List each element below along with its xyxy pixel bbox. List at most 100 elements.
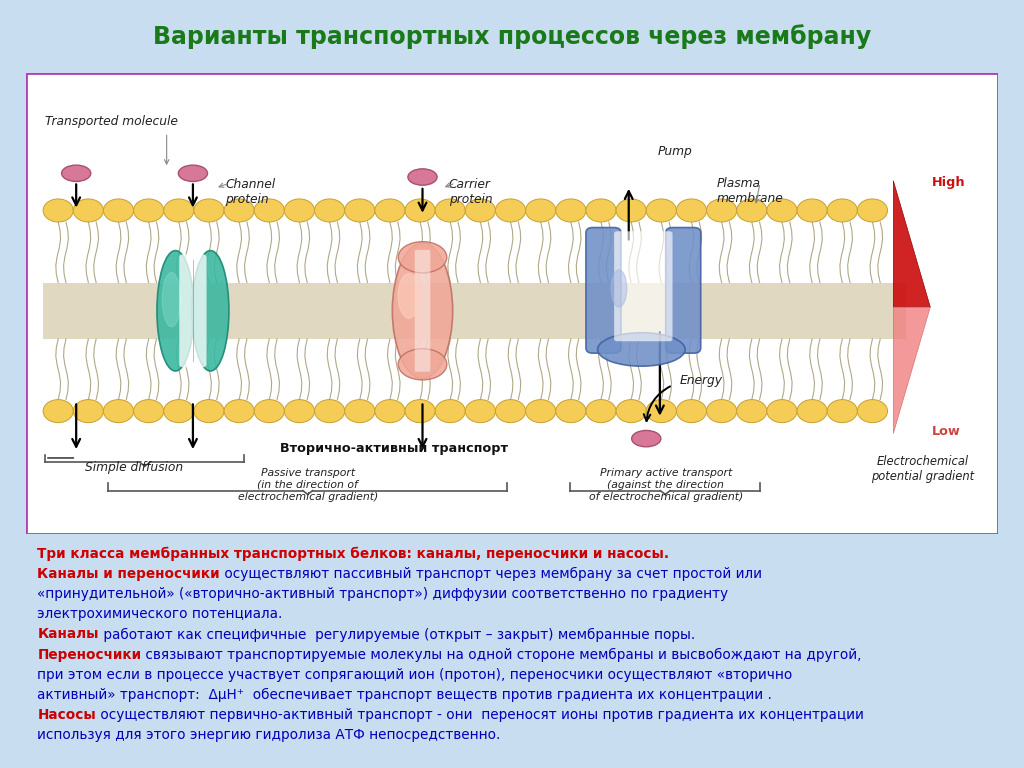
Ellipse shape [392,243,453,379]
Text: осуществляют первично-активный транспорт - они  переносят ионы против градиента : осуществляют первично-активный транспорт… [96,708,864,722]
Text: Plasma
membrane: Plasma membrane [717,177,783,205]
Circle shape [103,399,133,422]
FancyBboxPatch shape [26,73,998,534]
Text: электрохимического потенциала.: электрохимического потенциала. [37,607,283,621]
Text: Каналы и переносчики: Каналы и переносчики [37,567,220,581]
Circle shape [345,199,375,222]
Text: High: High [932,177,966,190]
Circle shape [857,399,888,422]
Text: Pump: Pump [658,144,692,157]
Text: Low: Low [932,425,961,438]
FancyBboxPatch shape [415,250,430,372]
Text: Channel
protein: Channel protein [225,178,275,207]
Circle shape [435,199,465,222]
Text: при этом если в процессе участвует сопрягающий ион (протон), переносчики осущест: при этом если в процессе участвует сопря… [37,667,793,682]
Circle shape [164,399,194,422]
Circle shape [406,199,435,222]
Circle shape [133,199,164,222]
Circle shape [677,399,707,422]
Circle shape [616,399,646,422]
Circle shape [345,399,375,422]
FancyBboxPatch shape [179,254,207,367]
Text: Simple diffusion: Simple diffusion [85,461,183,474]
Circle shape [314,399,345,422]
Circle shape [435,399,465,422]
Circle shape [797,399,827,422]
Text: Переносчики: Переносчики [37,647,141,661]
Circle shape [586,399,616,422]
Text: Carrier
protein: Carrier protein [449,178,493,207]
Circle shape [736,199,767,222]
Circle shape [707,399,736,422]
Text: активный» транспорт:  ΔμH⁺  обеспечивает транспорт веществ против градиента их к: активный» транспорт: ΔμH⁺ обеспечивает т… [37,688,772,702]
Text: Energy: Energy [679,373,722,386]
Text: Варианты транспортных процессов через мембрану: Варианты транспортных процессов через ме… [153,25,871,49]
Circle shape [586,199,616,222]
Ellipse shape [157,250,194,371]
Circle shape [314,199,345,222]
Ellipse shape [398,242,446,273]
Ellipse shape [611,270,627,307]
Circle shape [43,399,74,422]
Circle shape [254,399,285,422]
Ellipse shape [398,349,446,380]
Circle shape [103,199,133,222]
Text: Насосы: Насосы [37,708,96,722]
Circle shape [677,199,707,222]
Circle shape [74,399,103,422]
Text: связывают транспортируемые молекулы на одной стороне мембраны и высвобождают на : связывают транспортируемые молекулы на о… [141,647,862,662]
Ellipse shape [632,430,660,447]
Circle shape [74,199,103,222]
Circle shape [556,199,586,222]
Circle shape [767,399,797,422]
Circle shape [465,199,496,222]
Circle shape [285,199,314,222]
Text: Три класса мембранных транспортных белков: каналы, переносчики и насосы.: Три класса мембранных транспортных белко… [37,547,670,561]
Ellipse shape [398,273,420,318]
Circle shape [827,399,857,422]
Circle shape [133,399,164,422]
Text: Electrochemical
potential gradient: Electrochemical potential gradient [871,455,974,483]
Ellipse shape [178,165,208,181]
Ellipse shape [162,273,181,326]
Circle shape [496,199,525,222]
Circle shape [616,199,646,222]
Circle shape [375,399,406,422]
FancyBboxPatch shape [666,227,700,353]
Text: осуществляют пассивный транспорт через мембрану за счет простой или: осуществляют пассивный транспорт через м… [220,567,762,581]
Circle shape [767,199,797,222]
Circle shape [707,199,736,222]
Circle shape [224,199,254,222]
FancyBboxPatch shape [586,227,621,353]
Circle shape [797,199,827,222]
Circle shape [254,199,285,222]
Polygon shape [893,180,931,307]
Circle shape [857,199,888,222]
Circle shape [406,399,435,422]
Ellipse shape [598,333,685,366]
Ellipse shape [408,169,437,185]
Circle shape [194,199,224,222]
Text: Primary active transport
(against the direction
of electrochemical gradient): Primary active transport (against the di… [589,468,742,502]
Text: Каналы: Каналы [37,627,98,641]
Circle shape [827,199,857,222]
Circle shape [736,399,767,422]
Circle shape [465,399,496,422]
Ellipse shape [191,250,229,371]
Text: Вторично-активный транспорт: Вторично-активный транспорт [281,442,509,455]
FancyBboxPatch shape [43,283,906,339]
Circle shape [194,399,224,422]
Circle shape [375,199,406,222]
Circle shape [496,399,525,422]
Circle shape [285,399,314,422]
Circle shape [556,399,586,422]
Polygon shape [893,307,931,433]
Text: «принудительной» («вторично-активный транспорт») диффузии соответственно по град: «принудительной» («вторично-активный тра… [37,588,728,601]
Circle shape [164,199,194,222]
Circle shape [525,399,556,422]
Text: используя для этого энергию гидролиза АТФ непосредственно.: используя для этого энергию гидролиза АТ… [37,728,501,742]
Circle shape [43,199,74,222]
Text: Passive transport
(in the direction of
electrochemical gradient): Passive transport (in the direction of e… [238,468,378,502]
Circle shape [224,399,254,422]
Ellipse shape [61,165,91,181]
